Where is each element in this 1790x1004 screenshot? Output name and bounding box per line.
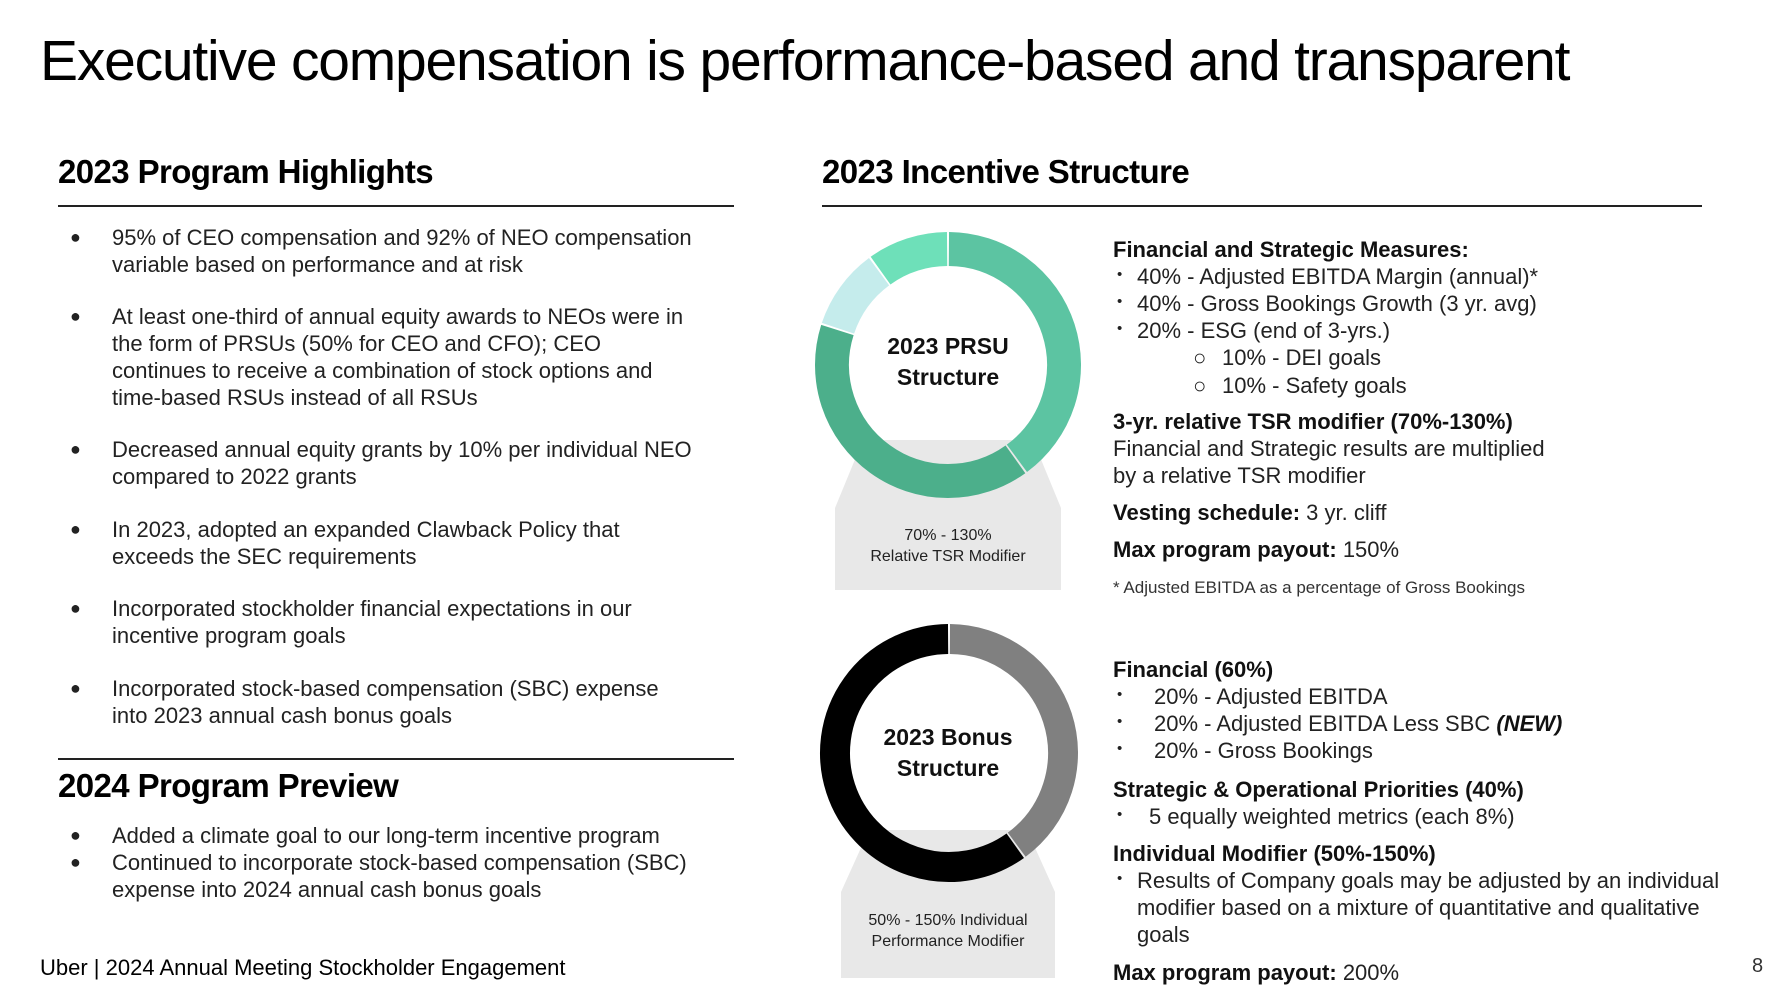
prsu-modifier-range: 70% - 130% (904, 527, 992, 544)
bonus-financial-item: 20% - Adjusted EBITDA (1154, 684, 1388, 709)
prsu-max-payout: Max program payout: 150% (1113, 537, 1400, 562)
preview-text: Continued to incorporate stock-based com… (112, 850, 687, 902)
bullet-icon: ● (70, 227, 81, 247)
bonus-center-label: 2023 Bonus Structure (868, 722, 1028, 784)
bonus-modifier-range: 50% - 150% Individual (868, 912, 1028, 929)
bonus-modifier-label: 50% - 150% Individual Performance Modifi… (841, 910, 1055, 952)
small-bullet-icon: • (1117, 320, 1123, 337)
prsu-center-label: 2023 PRSU Structure (868, 331, 1028, 393)
prsu-tsr-text-2: by a relative TSR modifier (1113, 463, 1366, 488)
circle-bullet-icon: ○ (1193, 345, 1207, 370)
bonus-strategic-heading: Strategic & Operational Priorities (40%) (1113, 777, 1524, 802)
highlight-item: ● Decreased annual equity grants by 10% … (58, 436, 698, 490)
bullet-icon: ● (70, 598, 81, 618)
bonus-financial-heading: Financial (60%) (1113, 657, 1274, 682)
bullet-icon: ● (70, 519, 81, 539)
prsu-segment-adjusted-ebitda-margin (948, 232, 1081, 472)
prsu-vesting: Vesting schedule: 3 yr. cliff (1113, 500, 1387, 525)
highlight-text: At least one-third of annual equity awar… (112, 304, 684, 410)
bonus-center-line1: 2023 Bonus (883, 724, 1013, 750)
preview-item: ● Continued to incorporate stock-based c… (58, 849, 698, 903)
prsu-tsr-heading: 3-yr. relative TSR modifier (70%-130%) (1113, 409, 1513, 434)
highlight-text: 95% of CEO compensation and 92% of NEO c… (112, 225, 692, 277)
bullet-icon: ● (70, 825, 81, 845)
page-number: 8 (1752, 955, 1764, 977)
new-tag: (NEW) (1496, 711, 1563, 736)
small-bullet-icon: • (1117, 740, 1123, 757)
bullet-icon: ● (70, 306, 81, 326)
prsu-financial-heading: Financial and Strategic Measures: (1113, 237, 1469, 262)
prsu-tsr-text-1: Financial and Strategic results are mult… (1113, 436, 1545, 461)
bonus-center-line2: Structure (896, 755, 1000, 781)
highlight-item: ● Incorporated stockholder financial exp… (58, 595, 698, 649)
highlights-divider (58, 205, 734, 207)
prsu-esg-item: 10% - DEI goals (1222, 345, 1381, 370)
prsu-donut-chart (815, 232, 1081, 498)
prsu-financial-item: 40% - Gross Bookings Growth (3 yr. avg) (1137, 291, 1537, 316)
prsu-segment-dei-goals (821, 258, 890, 335)
highlight-text: In 2023, adopted an expanded Clawback Po… (112, 517, 620, 569)
bonus-donut-chart (820, 624, 1078, 882)
prsu-footnote: * Adjusted EBITDA as a percentage of Gro… (1113, 578, 1526, 597)
prsu-center-line2: Structure (896, 364, 1000, 390)
highlight-item: ● In 2023, adopted an expanded Clawback … (58, 516, 698, 570)
prsu-modifier-name: Relative TSR Modifier (870, 548, 1026, 565)
highlights-heading: 2023 Program Highlights (58, 153, 434, 190)
bullet-icon: ● (70, 678, 81, 698)
bonus-individual-text-3: goals (1137, 922, 1190, 947)
small-bullet-icon: • (1117, 686, 1123, 703)
incentive-heading: 2023 Incentive Structure (822, 153, 1190, 190)
bonus-individual-text-1: Results of Company goals may be adjusted… (1137, 868, 1720, 893)
bonus-individual-text-2: modifier based on a mixture of quantitat… (1137, 895, 1700, 920)
preview-text: Added a climate goal to our long-term in… (112, 823, 660, 848)
bonus-max-payout: Max program payout: 200% (1113, 960, 1400, 985)
footer: Uber | 2024 Annual Meeting Stockholder E… (40, 955, 566, 980)
bonus-segment-strategic-operational-priorities (820, 624, 1024, 882)
highlight-text: Incorporated stock-based compensation (S… (112, 676, 659, 728)
incentive-divider (822, 205, 1702, 207)
highlight-item: ● At least one-third of annual equity aw… (58, 303, 698, 411)
bonus-segment-financial (949, 624, 1078, 857)
small-bullet-icon: • (1117, 870, 1123, 887)
prsu-segment-gross-bookings-growth (815, 324, 1026, 498)
bonus-strategic-item: 5 equally weighted metrics (each 8%) (1149, 804, 1515, 829)
prsu-financial-item: 40% - Adjusted EBITDA Margin (annual)* (1137, 264, 1539, 289)
small-bullet-icon: • (1117, 806, 1123, 823)
page-title: Executive compensation is performance-ba… (40, 29, 1570, 93)
highlight-item: ● 95% of CEO compensation and 92% of NEO… (58, 224, 698, 278)
prsu-esg-item: 10% - Safety goals (1222, 373, 1407, 398)
bonus-financial-item: 20% - Adjusted EBITDA Less SBC (NEW) (1154, 711, 1563, 736)
preview-item: ● Added a climate goal to our long-term … (58, 822, 698, 849)
circle-bullet-icon: ○ (1193, 373, 1207, 398)
prsu-center-line1: 2023 PRSU (887, 333, 1009, 359)
bonus-financial-item: 20% - Gross Bookings (1154, 738, 1373, 763)
small-bullet-icon: • (1117, 293, 1123, 310)
preview-heading: 2024 Program Preview (58, 767, 399, 804)
bullet-icon: ● (70, 439, 81, 459)
preview-divider (58, 758, 734, 760)
bonus-individual-heading: Individual Modifier (50%-150%) (1113, 841, 1436, 866)
highlight-text: Incorporated stockholder financial expec… (112, 596, 632, 648)
highlight-text: Decreased annual equity grants by 10% pe… (112, 437, 692, 489)
prsu-financial-item: 20% - ESG (end of 3-yrs.) (1137, 318, 1391, 343)
bullet-icon: ● (70, 852, 81, 872)
small-bullet-icon: • (1117, 266, 1123, 283)
prsu-segment-safety-goals (870, 232, 948, 285)
prsu-modifier-label: 70% - 130% Relative TSR Modifier (835, 525, 1061, 567)
bonus-modifier-name: Performance Modifier (871, 933, 1025, 950)
small-bullet-icon: • (1117, 713, 1123, 730)
highlight-item: ● Incorporated stock-based compensation … (58, 675, 698, 729)
